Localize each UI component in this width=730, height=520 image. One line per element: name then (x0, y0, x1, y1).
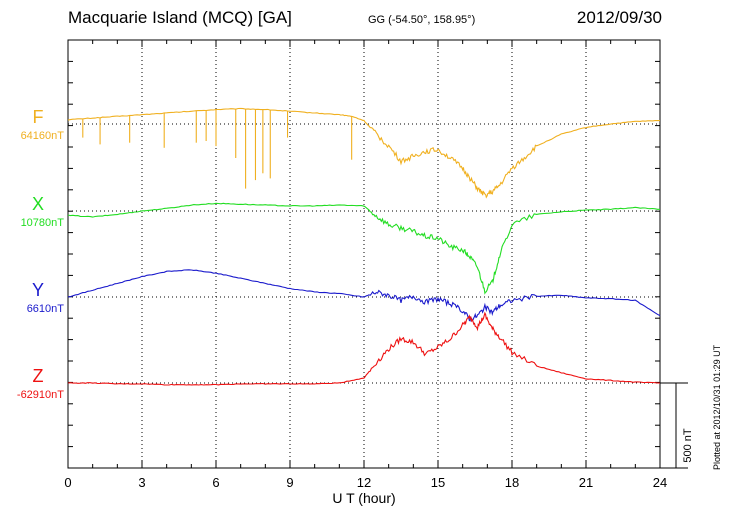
series-name-x: X (32, 194, 44, 214)
x-tick-label: 21 (579, 475, 593, 490)
x-tick-label: 12 (357, 475, 371, 490)
series-line-f (67, 107, 661, 199)
scale-bar-label: 500 nT (682, 428, 694, 463)
chart-date: 2012/09/30 (576, 8, 662, 27)
x-tick-label: 15 (431, 475, 445, 490)
series-baseline-z: -62910nT (17, 389, 64, 401)
x-tick-label: 6 (212, 475, 219, 490)
series-baseline-y: 6610nT (27, 303, 65, 315)
series-name-y: Y (32, 280, 44, 300)
series-line-z (67, 311, 661, 386)
station-coordinates: GG (-54.50°, 158.95°) (368, 14, 476, 26)
x-tick-label: 9 (286, 475, 293, 490)
series-baseline-x: 10780nT (21, 217, 65, 229)
series-name-z: Z (33, 366, 44, 386)
x-tick-label: 18 (505, 475, 519, 490)
x-tick-label: 3 (138, 475, 145, 490)
series-baseline-f: 64160nT (21, 130, 65, 142)
series-line-y (67, 269, 661, 322)
x-tick-label: 24 (653, 475, 667, 490)
series-name-f: F (33, 107, 44, 127)
x-axis-label: U T (hour) (332, 490, 395, 506)
x-tick-label: 0 (64, 475, 71, 490)
series-line-x (67, 202, 660, 295)
chart-title: Macquarie Island (MCQ) [GA] (68, 8, 292, 27)
